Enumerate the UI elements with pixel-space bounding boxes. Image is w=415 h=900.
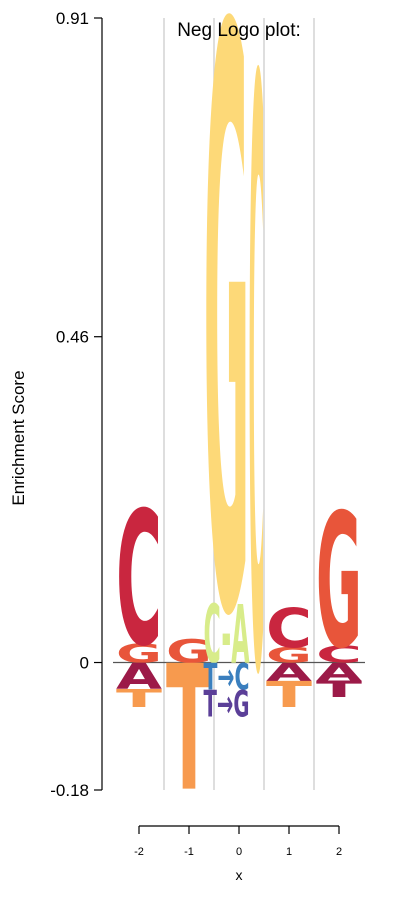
y-tick-label-2: 0 bbox=[80, 654, 89, 673]
y-tick-label-3: -0.18 bbox=[50, 781, 89, 800]
chart-title: Neg Logo plot: bbox=[177, 20, 301, 41]
x-tick-label-4: 2 bbox=[336, 846, 342, 858]
logo-letter-2-neg-1: T→G bbox=[204, 683, 250, 725]
logo-letter-3-pos-0: C bbox=[249, 0, 265, 853]
x-tick-label-0: -2 bbox=[134, 846, 144, 858]
logo-letter-0-neg-1: T bbox=[116, 684, 162, 713]
x-axis-label: x bbox=[236, 867, 243, 883]
y-axis-label: Enrichment Score bbox=[9, 370, 28, 505]
x-tick-label-1: -1 bbox=[184, 846, 194, 858]
logo-letter-5-neg-1: T bbox=[316, 676, 362, 702]
y-tick-label-0: 0.91 bbox=[56, 9, 89, 28]
y-tick-label-1: 0.46 bbox=[56, 328, 89, 347]
x-tick-label-3: 1 bbox=[286, 846, 292, 858]
logo-letter-4-pos-1: C bbox=[266, 597, 312, 660]
x-tick-label-2: 0 bbox=[236, 846, 242, 858]
logo-letter-4-neg-1: T bbox=[266, 674, 312, 716]
